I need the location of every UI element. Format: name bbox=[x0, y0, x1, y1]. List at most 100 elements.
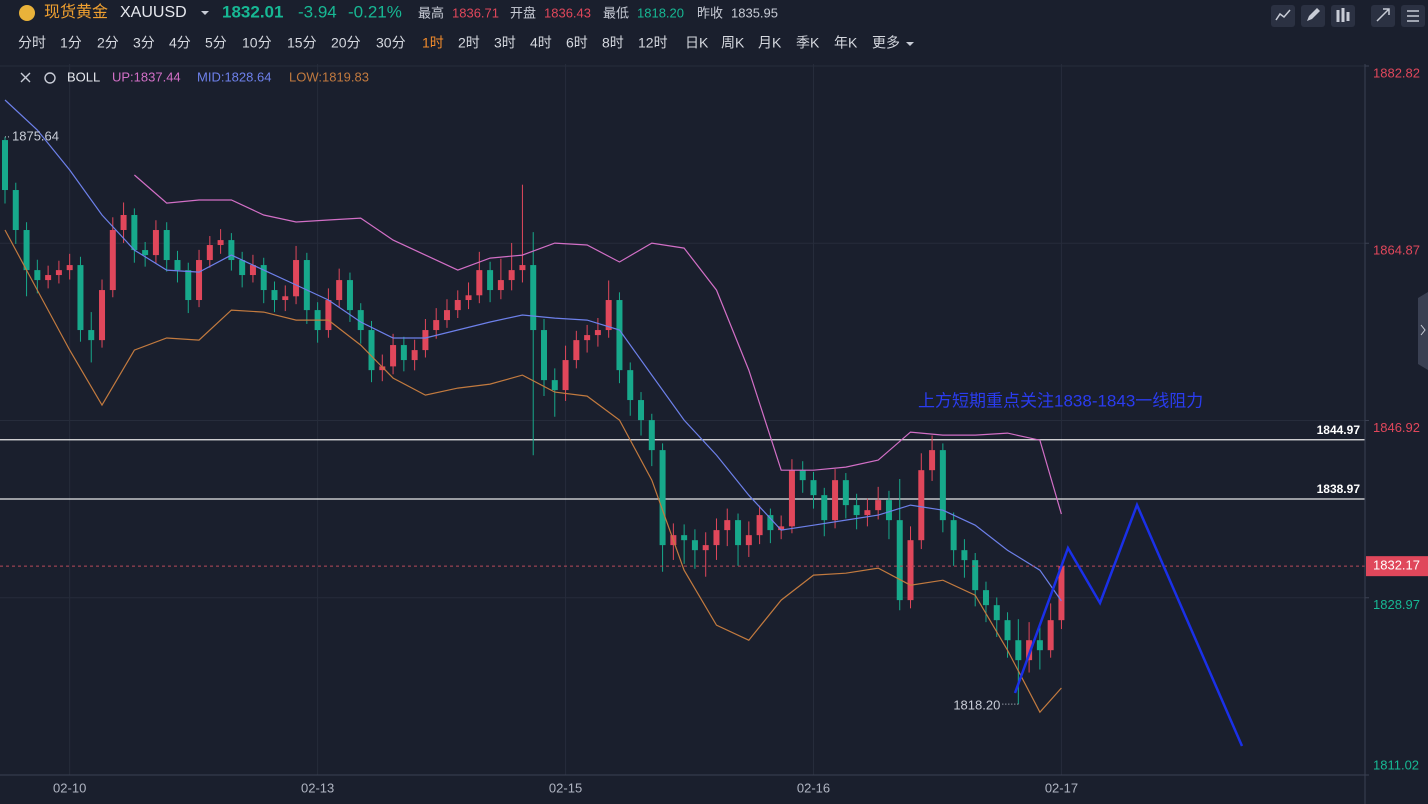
candle-body bbox=[939, 450, 946, 521]
more-caret[interactable] bbox=[906, 42, 914, 46]
candle-body bbox=[109, 230, 116, 291]
candle-body bbox=[497, 280, 504, 291]
candle-body bbox=[713, 530, 720, 546]
annotation: 上方短期重点关注1838-1843一线阻力 bbox=[918, 391, 1203, 410]
timeframe-tab[interactable]: 8时 bbox=[602, 35, 624, 51]
close-indicator[interactable] bbox=[20, 72, 31, 83]
timeframe-tab[interactable]: 2分 bbox=[97, 35, 119, 51]
candle-body bbox=[23, 230, 30, 271]
candle-body bbox=[120, 215, 127, 231]
toolbar bbox=[1271, 5, 1425, 27]
candle-body bbox=[1026, 640, 1033, 661]
candle-body bbox=[551, 380, 558, 391]
candle-body bbox=[929, 450, 936, 471]
timeframe-tab[interactable]: 4分 bbox=[169, 35, 191, 51]
timeframe-tab[interactable]: 2时 bbox=[458, 35, 480, 51]
instrument-name[interactable]: 现货黄金 bbox=[44, 3, 108, 21]
indicator-settings[interactable] bbox=[44, 72, 56, 84]
candle-body bbox=[411, 350, 418, 361]
candle-body bbox=[1036, 640, 1043, 651]
candle-body bbox=[627, 370, 634, 401]
candle-body bbox=[810, 480, 817, 496]
tool-icon bbox=[1275, 9, 1291, 21]
tool-icon bbox=[1336, 8, 1350, 22]
timeframe-tab[interactable]: 1分 bbox=[60, 35, 82, 51]
timeframe-tab[interactable]: 1时 bbox=[422, 35, 444, 51]
timeframe-tab[interactable]: 更多 bbox=[872, 35, 900, 51]
candle-body bbox=[821, 495, 828, 521]
candle-body bbox=[282, 296, 289, 301]
candle-body bbox=[379, 366, 386, 371]
candle-body bbox=[842, 480, 849, 506]
candle-body bbox=[1047, 620, 1054, 651]
x-tick-label: 02-16 bbox=[797, 780, 830, 795]
y-tick-label: 1811.02 bbox=[1373, 757, 1419, 772]
candle-body bbox=[185, 270, 192, 301]
candle-body bbox=[885, 500, 892, 521]
timeframe-tab[interactable]: 20分 bbox=[331, 35, 361, 51]
candle-body bbox=[519, 265, 526, 271]
x-tick-label: 02-13 bbox=[301, 780, 334, 795]
candle-body bbox=[1058, 566, 1065, 621]
x-tick-label: 02-10 bbox=[53, 780, 86, 795]
candle-body bbox=[745, 535, 752, 546]
timeframe-tab[interactable]: 10分 bbox=[242, 35, 272, 51]
candle-body bbox=[293, 260, 300, 297]
candle-body bbox=[961, 550, 968, 561]
y-tick-label: 1828.97 bbox=[1373, 597, 1420, 612]
candle-body bbox=[735, 520, 742, 546]
projection-drawing bbox=[1013, 501, 1244, 747]
candle-body bbox=[756, 515, 763, 536]
candle-body bbox=[368, 330, 375, 371]
candle-body bbox=[336, 280, 343, 301]
timeframe-tab[interactable]: 3分 bbox=[133, 35, 155, 51]
candle-body bbox=[66, 265, 73, 271]
timeframe-tab[interactable]: 30分 bbox=[376, 35, 406, 51]
candle-body bbox=[99, 290, 106, 341]
x-tick-label: 02-15 bbox=[549, 780, 582, 795]
timeframe-tab[interactable]: 日K bbox=[685, 35, 709, 51]
y-tick-label: 1864.87 bbox=[1373, 243, 1420, 258]
timeframe-tab[interactable]: 月K bbox=[758, 35, 782, 51]
timeframe-tab[interactable]: 3时 bbox=[494, 35, 516, 51]
level-label: 1838.97 bbox=[1317, 482, 1361, 496]
timeframe-tab[interactable]: 15分 bbox=[287, 35, 317, 51]
indicator-name: BOLL bbox=[67, 69, 100, 84]
instrument-symbol[interactable]: XAUUSD bbox=[120, 4, 187, 21]
candle-body bbox=[584, 335, 591, 341]
y-tick-label: 1846.92 bbox=[1373, 420, 1420, 435]
timeframe-tab[interactable]: 季K bbox=[796, 35, 820, 51]
candle-body bbox=[832, 480, 839, 521]
candle-body bbox=[163, 230, 170, 261]
candle-body bbox=[443, 310, 450, 321]
timeframe-tab[interactable]: 4时 bbox=[530, 35, 552, 51]
candle-body bbox=[357, 310, 364, 331]
candle-body bbox=[562, 360, 569, 391]
stat-label: 最低 bbox=[603, 5, 629, 20]
timeframe-tab[interactable]: 分时 bbox=[18, 35, 46, 51]
candle-body bbox=[88, 330, 95, 341]
timeframe-tab[interactable]: 6时 bbox=[566, 35, 588, 51]
candle-body bbox=[12, 190, 19, 231]
candle-body bbox=[691, 540, 698, 551]
boll-line bbox=[4, 99, 1062, 602]
timeframe-tab[interactable]: 12时 bbox=[638, 35, 668, 51]
stat-value: 1836.71 bbox=[452, 5, 499, 20]
side-panel-toggle[interactable] bbox=[1418, 292, 1428, 370]
candle-body bbox=[950, 520, 957, 551]
candle-body bbox=[594, 330, 601, 336]
symbol-icon bbox=[19, 5, 35, 21]
stat-label: 昨收 bbox=[697, 5, 723, 20]
candle-body bbox=[648, 420, 655, 451]
timeframe-tab[interactable]: 年K bbox=[834, 35, 858, 51]
candle-body bbox=[476, 270, 483, 296]
timeframe-tab[interactable]: 周K bbox=[721, 35, 745, 51]
candle-body bbox=[864, 510, 871, 516]
candle-body bbox=[541, 330, 547, 381]
dropdown-caret[interactable] bbox=[201, 11, 209, 15]
candle-body bbox=[239, 260, 246, 276]
timeframe-tab[interactable]: 5分 bbox=[205, 35, 227, 51]
candle-body bbox=[875, 500, 882, 511]
plot-area: 1844.97 1838.97 1875.64 1818.20 bbox=[0, 64, 1369, 776]
stats: 最高 1836.71 开盘 1836.43 最低 1818.20 昨收 1835.95 bbox=[418, 5, 778, 20]
